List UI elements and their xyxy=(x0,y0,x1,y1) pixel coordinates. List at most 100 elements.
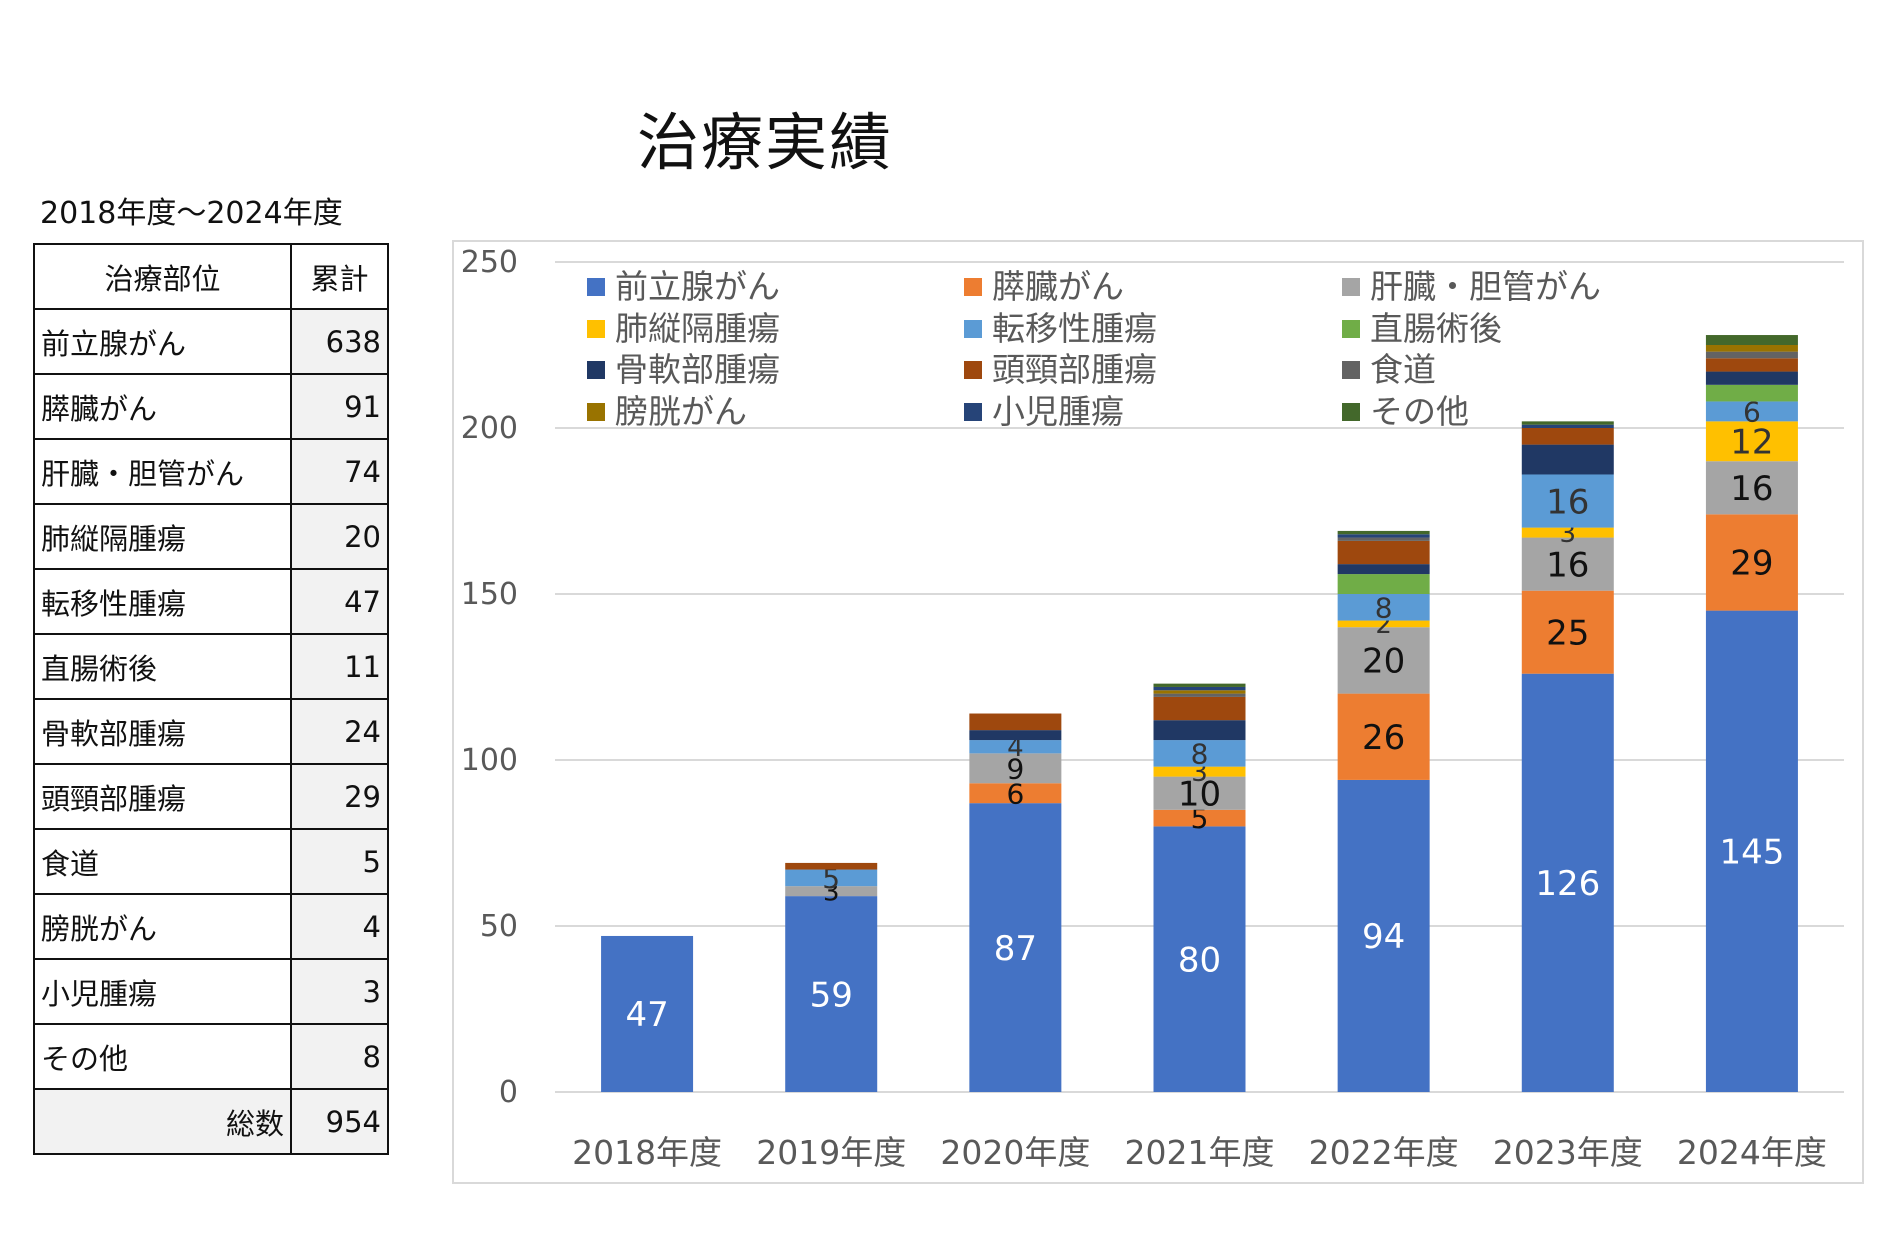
bar-segment xyxy=(1705,401,1798,422)
bar-segment xyxy=(1705,371,1798,385)
data-label: 4 xyxy=(1007,733,1024,763)
legend-label: 転移性腫瘍 xyxy=(992,309,1157,348)
bar-segment xyxy=(1153,809,1246,827)
treatment-site-cell: 膵臓がん xyxy=(33,373,292,440)
total-label: 総数 xyxy=(33,1088,292,1155)
y-tick-label: 150 xyxy=(461,577,518,612)
x-tick-label: 2020年度 xyxy=(940,1133,1090,1172)
table-row: 骨軟部腫瘍 24 xyxy=(33,698,389,765)
treatment-site-cell: 膀胱がん xyxy=(33,893,292,960)
bar-segment xyxy=(1153,826,1246,1092)
cumulative-cell: 5 xyxy=(290,828,389,895)
legend-label: 小児腫瘍 xyxy=(992,392,1124,431)
x-tick-label: 2024年度 xyxy=(1677,1133,1827,1172)
bar-segment xyxy=(1337,779,1430,1092)
page-title: 治療実績 xyxy=(636,105,893,179)
data-label: 80 xyxy=(1178,940,1221,980)
legend-swatch xyxy=(964,278,982,296)
data-label: 12 xyxy=(1730,423,1773,463)
treatment-site-cell: 小児腫瘍 xyxy=(33,958,292,1025)
legend-swatch xyxy=(964,320,982,338)
legend-swatch xyxy=(587,320,605,338)
bar-segment xyxy=(1153,696,1246,721)
treatment-site-cell: 肺縦隔腫瘍 xyxy=(33,503,292,570)
legend-swatch xyxy=(1342,361,1360,379)
bar-segment xyxy=(969,783,1062,804)
table-row: その他 8 xyxy=(33,1023,389,1090)
data-label: 5 xyxy=(822,862,840,895)
treatment-site-cell: 頭頸部腫瘍 xyxy=(33,763,292,830)
bar-segment xyxy=(785,862,878,870)
table-row: 転移性腫瘍 47 xyxy=(33,568,389,635)
bar-segment xyxy=(1337,530,1430,535)
data-label: 87 xyxy=(994,929,1037,969)
legend-label: 肺縦隔腫瘍 xyxy=(615,309,780,348)
bar-segment xyxy=(1153,686,1246,691)
data-label: 94 xyxy=(1362,917,1405,957)
data-label: 29 xyxy=(1730,544,1773,584)
bar-segment xyxy=(969,803,1062,1092)
cumulative-cell: 29 xyxy=(290,763,389,830)
summary-table: 治療部位 累計 前立腺がん 638 膵臓がん 91 肝臓・胆管がん 74 肺縦隔腫瘍 20 転移… xyxy=(33,243,389,1155)
legend-label: 食道 xyxy=(1370,350,1436,389)
legend-swatch xyxy=(1342,403,1360,421)
legend-swatch xyxy=(587,403,605,421)
total-value: 954 xyxy=(290,1088,389,1155)
data-label: 16 xyxy=(1730,469,1773,509)
treatment-site-cell: 骨軟部腫瘍 xyxy=(33,698,292,765)
legend-label: 前立腺がん xyxy=(615,267,780,306)
data-label: 26 xyxy=(1362,718,1405,758)
x-tick-label: 2023年度 xyxy=(1493,1133,1643,1172)
bar-segment xyxy=(1521,424,1614,428)
x-tick-label: 2019年度 xyxy=(756,1133,906,1172)
header-treatment-site: 治療部位 xyxy=(33,243,292,310)
legend-label: 肝臓・胆管がん xyxy=(1370,267,1601,306)
data-label: 16 xyxy=(1546,545,1589,585)
bar-segment xyxy=(1337,627,1430,694)
bar-segment xyxy=(1521,537,1614,591)
legend-swatch xyxy=(1342,278,1360,296)
bar-segment xyxy=(1337,574,1430,594)
cumulative-cell: 638 xyxy=(290,308,389,375)
legend-label: 頭頸部腫瘍 xyxy=(992,350,1157,389)
cumulative-cell: 91 xyxy=(290,373,389,440)
treatment-site-cell: 転移性腫瘍 xyxy=(33,568,292,635)
cumulative-cell: 20 xyxy=(290,503,389,570)
bar-segment xyxy=(1705,358,1798,372)
legend-swatch xyxy=(587,278,605,296)
treatment-site-cell: その他 xyxy=(33,1023,292,1090)
bar-segment xyxy=(601,935,694,1092)
y-tick-label: 0 xyxy=(499,1075,518,1110)
data-label: 47 xyxy=(625,995,668,1035)
bar-segment xyxy=(1337,693,1430,780)
legend-label: その他 xyxy=(1370,392,1469,431)
treatment-site-cell: 食道 xyxy=(33,828,292,895)
data-label: 10 xyxy=(1178,774,1221,814)
bar-segment xyxy=(1521,527,1614,538)
bar-segment xyxy=(1521,421,1614,425)
table-row: 頭頸部腫瘍 29 xyxy=(33,763,389,830)
treatment-site-cell: 前立腺がん xyxy=(33,308,292,375)
header-cumulative: 累計 xyxy=(290,243,389,310)
bar-segment xyxy=(1705,335,1798,345)
bar-segment xyxy=(1521,474,1614,528)
bar-segment xyxy=(1337,564,1430,575)
legend-swatch xyxy=(1342,320,1360,338)
x-tick-label: 2021年度 xyxy=(1125,1133,1275,1172)
stacked-bar-chart: 050100150200250472018年度59352019年度8769420… xyxy=(461,245,1844,1172)
bar-segment xyxy=(969,713,1062,731)
bar-segment xyxy=(1705,610,1798,1092)
bar-segment xyxy=(969,740,1062,754)
legend-swatch xyxy=(964,403,982,421)
bar-segment xyxy=(1153,690,1246,694)
cumulative-cell: 8 xyxy=(290,1023,389,1090)
legend-label: 膵臓がん xyxy=(992,267,1124,306)
table-row: 直腸術後 11 xyxy=(33,633,389,700)
table-row: 膀胱がん 4 xyxy=(33,893,389,960)
table-row: 膵臓がん 91 xyxy=(33,373,389,440)
bar-segment xyxy=(1337,620,1430,628)
bar-segment xyxy=(785,886,878,897)
legend-label: 直腸術後 xyxy=(1370,309,1502,348)
cumulative-cell: 74 xyxy=(290,438,389,505)
data-label: 126 xyxy=(1535,864,1600,904)
